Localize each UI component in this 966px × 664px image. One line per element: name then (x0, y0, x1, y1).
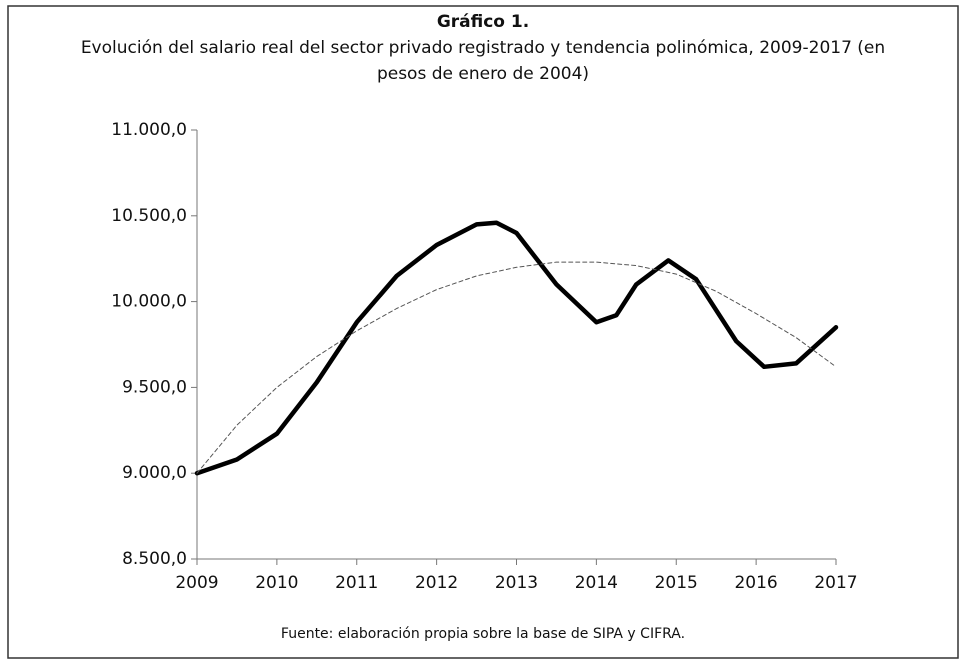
x-tick-label: 2016 (734, 573, 777, 593)
x-tick-label: 2014 (575, 573, 618, 593)
line-series (194, 220, 839, 476)
y-tick-label: 8.500,0 (122, 549, 187, 569)
x-tick-label: 2009 (175, 573, 218, 593)
x-tick-label: 2013 (495, 573, 538, 593)
y-tick-label: 9.500,0 (122, 377, 187, 397)
frame (7, 5, 959, 659)
chart-title: Gráfico 1. (437, 12, 529, 32)
y-tick-label: 10.500,0 (111, 206, 187, 226)
x-tick-label: 2010 (255, 573, 298, 593)
x-tick-label: 2012 (415, 573, 458, 593)
source-note: Fuente: elaboración propia sobre la base… (281, 626, 685, 642)
line-series (196, 261, 837, 474)
y-tick-label: 9.000,0 (122, 463, 187, 483)
chart-subtitle: pesos de enero de 2004) (377, 64, 589, 84)
x-tick-label: 2015 (655, 573, 698, 593)
chart-subtitle: Evolución del salario real del sector pr… (81, 38, 885, 58)
x-tick-label: 2011 (335, 573, 378, 593)
x-tick-label: 2017 (814, 573, 857, 593)
y-tick-label: 11.000,0 (111, 120, 187, 140)
y-tick-label: 10.000,0 (111, 292, 187, 312)
